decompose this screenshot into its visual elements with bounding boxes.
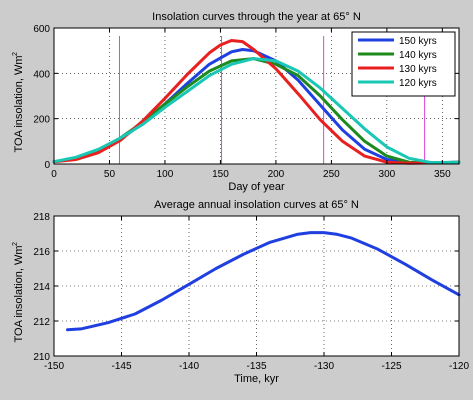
y-tick-label: 216: [33, 247, 50, 258]
x-tick-label: -140: [179, 361, 199, 372]
series-line-0: [66, 231, 461, 332]
y-tick-label: 212: [33, 317, 50, 328]
y-tick-label: 200: [33, 115, 50, 126]
y-tick-label: 0: [44, 160, 50, 171]
axes-frame: [53, 27, 460, 165]
y-axis-label-superscript: 2: [12, 242, 19, 246]
legend-label-0: 150 kyrs: [399, 36, 437, 47]
legend-label-3: 120 kyrs: [399, 78, 437, 89]
x-tick-label: -150: [44, 361, 64, 372]
x-tick-label: -120: [449, 361, 469, 372]
y-tick-label: 600: [33, 24, 50, 35]
x-axis-label: Day of year: [228, 181, 285, 193]
chart-title: Insolation curves through the year at 65…: [152, 11, 361, 23]
x-tick-label: -125: [381, 361, 401, 372]
chart-insolation-through-year: 0 50 100 150 200 250 300 350 0 200 400 600 Insolatio…: [12, 11, 461, 193]
y-tick-label: 400: [33, 69, 50, 80]
series-line-3: [52, 57, 461, 165]
y-axis-label: TOA insolation, Wm: [13, 246, 25, 343]
x-tick-label: 50: [104, 169, 116, 180]
legend-box: [351, 31, 456, 97]
x-tick-label: 0: [51, 169, 57, 180]
x-tick-label: 350: [434, 169, 451, 180]
y-tick-label: 214: [33, 282, 50, 293]
x-axis-label: Time, kyr: [234, 373, 279, 385]
legend-label-2: 130 kyrs: [399, 64, 437, 75]
legend-label-1: 140 kyrs: [399, 50, 437, 61]
x-tick-label: 150: [212, 169, 229, 180]
x-tick-label: -135: [246, 361, 266, 372]
x-tick-label: 200: [268, 169, 285, 180]
y-tick-label: 218: [33, 212, 50, 223]
x-tick-label: 300: [379, 169, 396, 180]
x-tick-label: 250: [323, 169, 340, 180]
x-tick-label: 100: [157, 169, 174, 180]
legend: 150 kyrs 140 kyrs 130 kyrs 120 kyrs: [351, 31, 456, 97]
y-axis-label-superscript: 2: [12, 52, 19, 56]
x-tick-label: -145: [111, 361, 131, 372]
chart-title: Average annual insolation curves at 65° …: [154, 199, 359, 211]
chart-average-annual-insolation: -150 -145 -140 -135 -130 -125 -120 210 212 214 216…: [12, 199, 469, 385]
y-axis-label: TOA insolation, Wm: [13, 56, 25, 153]
x-tick-label: -130: [314, 361, 334, 372]
y-tick-label: 210: [33, 352, 50, 363]
